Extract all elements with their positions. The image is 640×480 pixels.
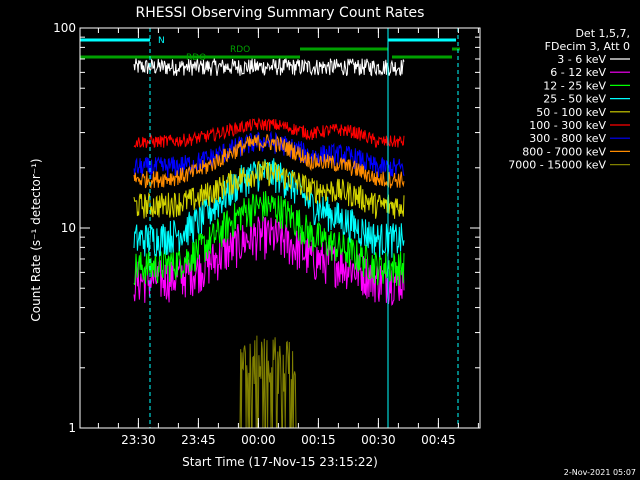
series-line (133, 158, 405, 258)
x-tick-label: 00:15 (301, 433, 336, 447)
x-tick-label: 23:30 (121, 433, 156, 447)
axes-layer: 1 10 100 23:30 23:45 00:00 00:15 00:30 00:45 (53, 21, 481, 447)
series-line (134, 335, 404, 429)
y-tick-label: 1 (68, 421, 76, 435)
legend-label: 300 - 800 keV (529, 132, 606, 145)
legend-label: 12 - 25 keV (543, 79, 606, 92)
series-line (133, 133, 405, 189)
series-line (133, 160, 405, 219)
x-tick-label: 00:30 (361, 433, 396, 447)
x-axis-label: Start Time (17-Nov-15 23:15:22) (182, 455, 378, 469)
flag-label: RDO (186, 53, 206, 63)
y-tick-label: 10 (61, 221, 76, 235)
legend-label: 100 - 300 keV (529, 119, 606, 132)
x-tick-label: 23:45 (181, 433, 216, 447)
legend-header-1: Det 1,5,7, (575, 27, 630, 40)
x-tick-label: 00:00 (241, 433, 276, 447)
series-layer (133, 57, 405, 429)
legend-label: 7000 - 15000 keV (508, 159, 606, 172)
legend-label: 6 - 12 keV (550, 66, 606, 79)
series-line (133, 117, 405, 149)
y-tick-label: 100 (53, 21, 76, 35)
footer-date: 2-Nov-2021 05:07 (564, 468, 636, 477)
series-line (133, 57, 405, 77)
flag-label: RDO (230, 45, 250, 55)
legend-header-2: FDecim 3, Att 0 (545, 40, 630, 53)
chart-title: RHESSI Observing Summary Count Rates (136, 5, 425, 21)
x-tick-label: 00:45 (421, 433, 456, 447)
flag-label: N (158, 36, 165, 46)
legend-label: 800 - 7000 keV (522, 145, 606, 158)
legend-label: 25 - 50 keV (543, 93, 606, 106)
legend-label: 50 - 100 keV (536, 106, 606, 119)
y-axis-label: Count Rate (s⁻¹ detector⁻¹) (29, 158, 43, 321)
series-line (133, 130, 405, 180)
legend-label: 3 - 6 keV (557, 53, 606, 66)
